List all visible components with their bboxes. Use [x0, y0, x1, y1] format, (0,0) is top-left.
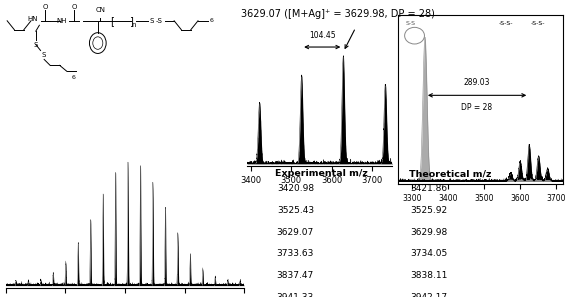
- Text: 3525.43: 3525.43: [277, 206, 314, 215]
- Text: 3942.17: 3942.17: [410, 293, 448, 297]
- Text: -S-S-: -S-S-: [531, 21, 545, 26]
- Text: 3525.92: 3525.92: [410, 206, 448, 215]
- Text: DP = 28: DP = 28: [461, 103, 492, 112]
- Text: 3629.07: 3629.07: [277, 228, 314, 236]
- Text: 3420.98: 3420.98: [277, 184, 314, 193]
- Text: 3629.98: 3629.98: [410, 228, 448, 236]
- Text: 3837.47: 3837.47: [277, 271, 314, 280]
- Text: [: [: [110, 16, 114, 26]
- Text: NH: NH: [57, 18, 67, 24]
- Text: S-S: S-S: [405, 21, 415, 26]
- Text: 104.45: 104.45: [309, 31, 336, 40]
- Text: S: S: [149, 18, 154, 24]
- Text: -S-S-: -S-S-: [499, 21, 513, 26]
- Text: O: O: [71, 4, 77, 10]
- Text: 6: 6: [209, 18, 213, 23]
- Text: 3629.07 ([M+Ag]⁺ = 3629.98, DP = 28): 3629.07 ([M+Ag]⁺ = 3629.98, DP = 28): [241, 9, 435, 19]
- Text: 289.03: 289.03: [463, 78, 490, 87]
- Text: 3421.86: 3421.86: [410, 184, 448, 193]
- Text: 3838.11: 3838.11: [410, 271, 448, 280]
- Text: O: O: [43, 4, 48, 10]
- Text: HN: HN: [27, 16, 37, 22]
- Text: S: S: [34, 42, 38, 48]
- Text: Experimental m/z: Experimental m/z: [275, 169, 369, 178]
- Text: CN: CN: [95, 7, 105, 13]
- Text: -S: -S: [155, 18, 162, 24]
- Text: Theoretical m/z: Theoretical m/z: [409, 169, 491, 178]
- Text: 3733.63: 3733.63: [277, 249, 314, 258]
- Text: 6: 6: [72, 75, 76, 80]
- Text: 3941.33: 3941.33: [277, 293, 314, 297]
- Text: S: S: [42, 52, 47, 58]
- Text: ]: ]: [130, 16, 133, 26]
- Text: n: n: [131, 22, 136, 28]
- Text: 3734.05: 3734.05: [410, 249, 448, 258]
